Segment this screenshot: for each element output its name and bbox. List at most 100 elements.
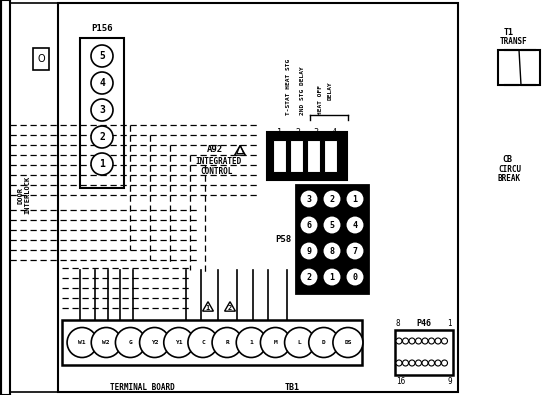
Text: C: C (201, 340, 205, 345)
Circle shape (300, 190, 319, 209)
Text: 2: 2 (99, 132, 105, 142)
Circle shape (236, 327, 266, 357)
Polygon shape (203, 302, 213, 311)
Text: 7: 7 (352, 246, 357, 256)
Text: 5: 5 (330, 220, 335, 229)
Text: 4: 4 (331, 128, 336, 137)
Text: Y1: Y1 (175, 340, 182, 345)
Text: 9: 9 (448, 377, 452, 386)
Circle shape (322, 241, 341, 260)
Circle shape (322, 216, 341, 235)
Circle shape (300, 216, 319, 235)
Text: G: G (129, 340, 132, 345)
Circle shape (91, 126, 113, 148)
Text: Δ: Δ (236, 145, 244, 158)
Circle shape (435, 338, 441, 344)
Bar (395, 330, 453, 375)
Text: P46: P46 (417, 319, 432, 328)
Text: P58: P58 (275, 235, 291, 243)
Polygon shape (234, 146, 245, 155)
Text: Y2: Y2 (151, 340, 158, 345)
Bar (273, 140, 286, 172)
Text: TRANSF: TRANSF (500, 37, 528, 46)
Text: 1: 1 (99, 159, 105, 169)
Circle shape (409, 360, 415, 366)
Text: CIRCU: CIRCU (498, 165, 521, 174)
Bar (62, 320, 362, 365)
Circle shape (346, 241, 365, 260)
Circle shape (285, 327, 315, 357)
Circle shape (91, 99, 113, 121)
Text: 3: 3 (314, 128, 319, 137)
Text: 1: 1 (249, 340, 253, 345)
Circle shape (91, 327, 121, 357)
Text: 0: 0 (352, 273, 357, 282)
Text: T1: T1 (504, 28, 514, 37)
Bar (324, 140, 337, 172)
Bar (498, 50, 540, 85)
Circle shape (333, 327, 363, 357)
Circle shape (428, 360, 434, 366)
Circle shape (396, 360, 402, 366)
Polygon shape (224, 302, 235, 311)
Circle shape (346, 216, 365, 235)
Circle shape (212, 327, 242, 357)
Circle shape (188, 327, 218, 357)
Text: D: D (322, 340, 326, 345)
Text: 2: 2 (295, 128, 300, 137)
Circle shape (346, 190, 365, 209)
Bar (33, 48, 49, 70)
Text: DS: DS (344, 340, 352, 345)
Text: 16: 16 (396, 377, 405, 386)
Bar (307, 140, 320, 172)
Text: L: L (297, 340, 301, 345)
Text: W2: W2 (102, 340, 110, 345)
Circle shape (422, 360, 428, 366)
Text: BREAK: BREAK (498, 174, 521, 183)
Text: P156: P156 (91, 24, 113, 33)
Text: O: O (37, 54, 45, 64)
Text: 1: 1 (206, 305, 210, 311)
Circle shape (409, 338, 415, 344)
Text: CONTROL: CONTROL (200, 167, 232, 176)
Bar (290, 140, 303, 172)
Circle shape (442, 338, 448, 344)
Text: 2: 2 (330, 194, 335, 203)
Text: 2ND STG DELAY: 2ND STG DELAY (300, 66, 305, 115)
Text: T-STAT HEAT STG: T-STAT HEAT STG (285, 59, 290, 115)
Text: 5: 5 (99, 51, 105, 61)
Circle shape (91, 153, 113, 175)
Circle shape (91, 45, 113, 67)
Text: TB1: TB1 (285, 383, 300, 392)
Bar (267, 132, 347, 180)
Text: INTEGRATED: INTEGRATED (195, 157, 241, 166)
Text: CB: CB (502, 155, 512, 164)
Text: 1: 1 (448, 319, 452, 328)
Circle shape (164, 327, 194, 357)
Text: DELAY: DELAY (327, 81, 332, 100)
Bar (296, 185, 368, 293)
Text: M: M (274, 340, 278, 345)
Text: 3: 3 (99, 105, 105, 115)
Text: TERMINAL BOARD: TERMINAL BOARD (110, 383, 175, 392)
Circle shape (346, 267, 365, 286)
Text: 3: 3 (306, 194, 311, 203)
Circle shape (416, 338, 422, 344)
Circle shape (322, 190, 341, 209)
Text: 1: 1 (352, 194, 357, 203)
Circle shape (435, 360, 441, 366)
Text: 6: 6 (306, 220, 311, 229)
Circle shape (91, 72, 113, 94)
Text: 4: 4 (99, 78, 105, 88)
Text: 4: 4 (352, 220, 357, 229)
Circle shape (403, 338, 408, 344)
Circle shape (442, 360, 448, 366)
Text: W1: W1 (78, 340, 86, 345)
Circle shape (140, 327, 170, 357)
Text: A92: A92 (207, 145, 223, 154)
Text: 8: 8 (330, 246, 335, 256)
Text: HEAT OFF: HEAT OFF (317, 85, 322, 115)
Text: DOOR
INTERLOCK: DOOR INTERLOCK (18, 176, 30, 214)
Circle shape (428, 338, 434, 344)
Circle shape (309, 327, 338, 357)
